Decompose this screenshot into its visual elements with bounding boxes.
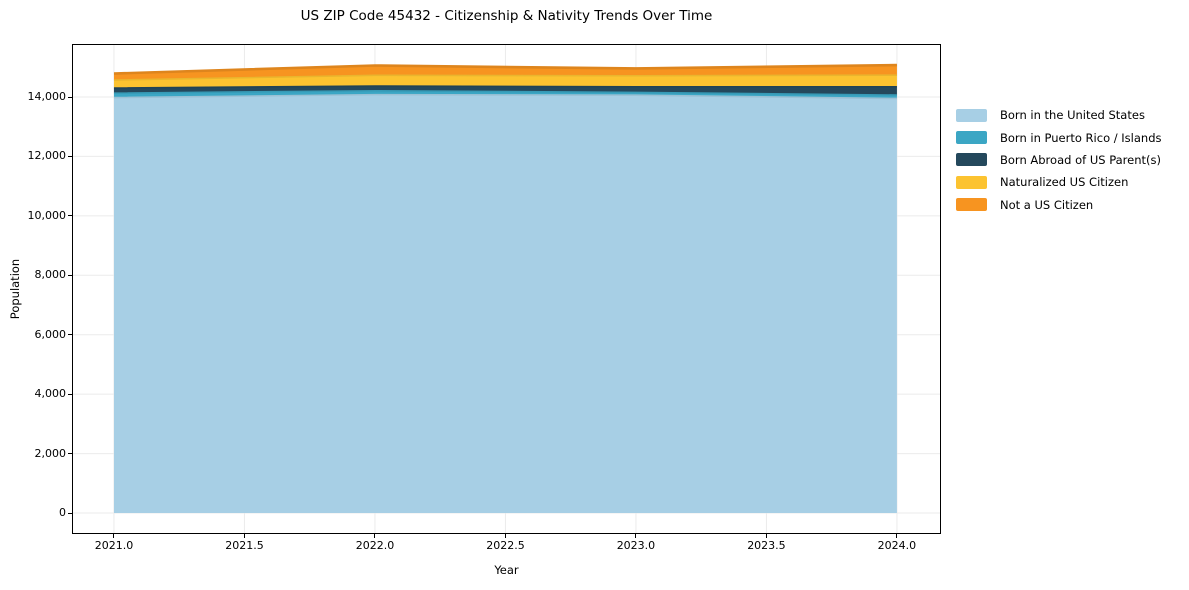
y-tick-label: 2,000 bbox=[34, 446, 67, 460]
x-tick-mark bbox=[504, 534, 506, 538]
legend: Born in the United States Born in Puerto … bbox=[956, 104, 1162, 216]
y-tick-mark bbox=[68, 215, 72, 217]
y-tick-label: 6,000 bbox=[34, 327, 67, 341]
x-tick-mark bbox=[113, 534, 115, 538]
legend-swatch bbox=[956, 153, 987, 167]
y-tick-mark bbox=[68, 334, 72, 336]
x-tick-mark bbox=[635, 534, 637, 538]
y-tick-label: 10,000 bbox=[27, 208, 67, 222]
area-top-edge bbox=[113, 89, 897, 96]
y-tick-label: 14,000 bbox=[27, 90, 67, 103]
x-axis-label: Year bbox=[494, 563, 519, 577]
y-tick-mark bbox=[68, 512, 72, 514]
legend-item: Born in the United States bbox=[956, 104, 1162, 126]
legend-item: Not a US Citizen bbox=[956, 194, 1162, 216]
area-top-edge bbox=[113, 85, 897, 89]
area-series bbox=[113, 94, 897, 514]
legend-item: Born in Puerto Rico / Islands bbox=[956, 126, 1162, 148]
x-tick-label: 2023.5 bbox=[747, 539, 786, 552]
chart-title: US ZIP Code 45432 - Citizenship & Nativi… bbox=[300, 8, 713, 24]
area-series bbox=[113, 75, 897, 89]
x-tick-label: 2023.0 bbox=[616, 539, 656, 552]
x-tick-label: 2021.5 bbox=[225, 539, 264, 552]
y-tick-label: 0 bbox=[59, 506, 66, 519]
legend-swatch bbox=[956, 198, 987, 212]
x-tick-label: 2024.0 bbox=[877, 539, 917, 552]
area-top-edge bbox=[113, 63, 897, 75]
x-tick-label: 2022.5 bbox=[486, 539, 525, 552]
x-tick-label: 2021.0 bbox=[94, 539, 134, 552]
y-tick-mark bbox=[68, 393, 72, 395]
y-tick-label: 4,000 bbox=[34, 387, 67, 401]
y-tick-label: 8,000 bbox=[34, 268, 67, 282]
y-tick-mark bbox=[68, 453, 72, 455]
y-tick-label: 12,000 bbox=[27, 149, 67, 163]
legend-swatch bbox=[956, 175, 987, 189]
x-tick-label: 2022.0 bbox=[355, 539, 395, 552]
legend-label: Naturalized US Citizen bbox=[1000, 175, 1129, 190]
plot-area bbox=[72, 44, 941, 534]
x-tick-mark bbox=[765, 534, 767, 538]
legend-label: Born Abroad of US Parent(s) bbox=[1000, 152, 1161, 167]
legend-swatch bbox=[956, 131, 987, 145]
x-tick-mark bbox=[374, 534, 376, 538]
legend-swatch bbox=[956, 108, 987, 122]
x-tick-mark bbox=[243, 534, 245, 538]
legend-label: Born in Puerto Rico / Islands bbox=[1000, 130, 1162, 145]
y-tick-mark bbox=[68, 96, 72, 98]
area-top-edge bbox=[113, 74, 897, 81]
legend-item: Naturalized US Citizen bbox=[956, 171, 1162, 193]
y-tick-mark bbox=[68, 155, 72, 157]
x-tick-mark bbox=[896, 534, 898, 538]
stacked-area-chart bbox=[73, 45, 940, 533]
legend-item: Born Abroad of US Parent(s) bbox=[956, 149, 1162, 171]
legend-label: Not a US Citizen bbox=[1000, 197, 1094, 212]
legend-label: Born in the United States bbox=[1000, 108, 1145, 123]
area-top-edge bbox=[113, 93, 897, 100]
y-tick-mark bbox=[68, 274, 72, 276]
